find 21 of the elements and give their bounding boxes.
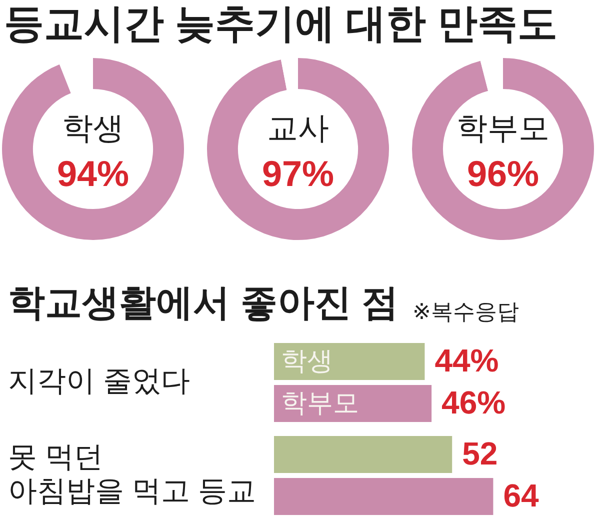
data-label: 52 [462,435,498,472]
y-tick-label: 지각이 줄었다 [8,366,190,398]
bar [274,343,425,380]
text: 교사 [267,110,329,146]
text: 등교시간 늦추기에 대한 만족도 [4,1,558,48]
series-label: 학부모 [281,388,359,418]
bar [274,385,432,422]
data-label: 46% [442,384,506,420]
data-label: 64 [503,477,539,514]
data-label: 97% [262,152,334,194]
bar [274,478,494,515]
data-label: 44% [434,342,499,378]
text: 학부모 [456,110,550,146]
series-label: 학생 [281,346,333,376]
text: 학생 [62,110,124,146]
data-label: 94% [56,152,130,194]
data-label: 96% [466,152,540,194]
bar [274,436,452,473]
y-tick-label: 못 먹던 아침밥을 먹고 등교 [8,442,256,508]
text: ※복수응답 [412,299,519,324]
chart-title: 학교생활에서 좋아진 점 [8,282,399,324]
